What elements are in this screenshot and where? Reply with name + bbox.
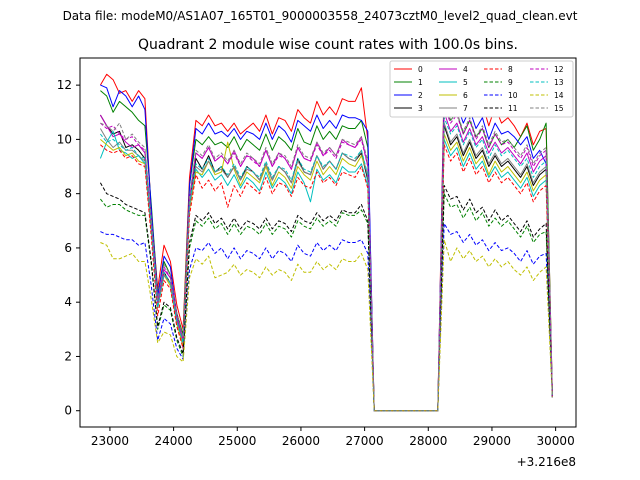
legend-label-0: 0 [418,65,423,74]
legend-label-3: 3 [418,104,423,113]
x-tick-label: 23000 [91,434,129,448]
legend-label-4: 4 [463,65,468,74]
series-line-8 [100,144,553,412]
y-tick-label: 4 [64,295,72,309]
legend-label-5: 5 [463,78,468,87]
x-axis: 23000 24000 25000 26000 27000 28000 29000 30000 [91,427,575,448]
x-tick-label: 29000 [473,434,511,448]
series-line-9 [100,193,553,412]
legend-label-15: 15 [554,104,564,113]
series-line-11 [99,182,553,412]
x-offset-label: +3.216e8 [517,455,576,469]
legend-label-10: 10 [508,91,518,100]
x-tick-label: 28000 [409,434,447,448]
legend-label-9: 9 [508,78,513,87]
y-tick-label: 6 [64,241,72,255]
series-line-10 [100,223,553,412]
legend-label-7: 7 [463,104,468,113]
chart-title: Quadrant 2 module wise count rates with … [138,37,518,53]
suptitle: Data file: modeM0/AS1A07_165T01_90000035… [63,9,578,23]
plot-area: 23000 24000 25000 26000 27000 28000 29000 30000… [57,57,577,469]
legend-label-11: 11 [508,104,518,113]
y-tick-label: 2 [64,349,72,363]
y-axis: 0 2 4 6 8 10 12 [57,78,80,418]
legend-label-1: 1 [418,78,423,87]
x-tick-label: 25000 [218,434,256,448]
x-tick-label: 27000 [346,434,384,448]
legend-label-13: 13 [554,78,564,87]
axes-frame [79,57,577,428]
legend-label-14: 14 [554,91,564,100]
x-tick-label: 26000 [282,434,320,448]
series-line-13 [100,117,553,412]
y-tick-label: 0 [64,404,72,418]
series-line-15 [100,103,553,412]
y-tick-label: 10 [57,132,72,146]
legend-box [389,60,574,118]
x-tick-label: 24000 [155,434,193,448]
series-line-14 [100,239,553,412]
legend-label-8: 8 [508,65,513,74]
x-tick-label: 30000 [537,434,575,448]
y-tick-label: 12 [57,78,72,92]
legend-label-2: 2 [418,91,423,100]
series-lines [99,73,553,412]
y-tick-label: 8 [64,187,72,201]
legend-label-12: 12 [554,65,564,74]
legend-label-6: 6 [463,91,468,100]
